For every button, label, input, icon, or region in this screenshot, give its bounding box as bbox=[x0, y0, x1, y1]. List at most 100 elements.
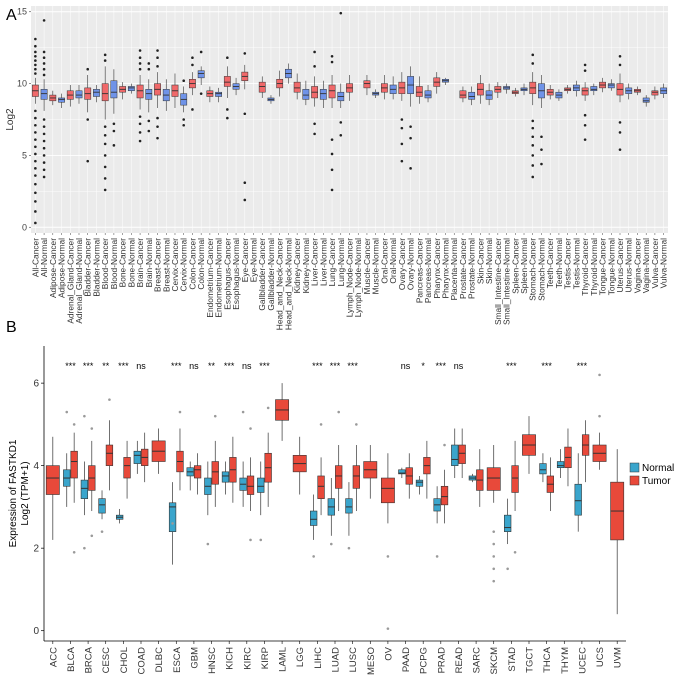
panel-a-box-small_intestine-cancer bbox=[494, 82, 502, 98]
panel-b-y-tick-labels: 0 2 4 6 bbox=[33, 379, 44, 637]
panel-a-x-tick: Vulva-Cancer bbox=[650, 238, 660, 289]
outlier-point bbox=[138, 49, 142, 52]
outlier-point bbox=[138, 122, 142, 126]
outlier-point bbox=[34, 200, 37, 203]
panel-b-group-laml bbox=[275, 383, 290, 441]
panel-a-x-tick: Teeth-Normal bbox=[554, 238, 564, 288]
panel-a-box-gallbladder-cancer bbox=[258, 76, 266, 98]
outlier-point bbox=[138, 56, 142, 60]
legend-normal-key bbox=[629, 462, 640, 473]
panel-a-x-tick: Skin-Normal bbox=[484, 238, 494, 284]
box-body bbox=[302, 89, 310, 100]
box-body bbox=[101, 83, 109, 102]
panel-a-x-tick-labels: All-CancerAll-NormalAdipose-CancerAdipos… bbox=[30, 233, 669, 330]
box-body bbox=[197, 70, 205, 79]
outlier-point bbox=[156, 56, 159, 60]
panel-b-group-lusc bbox=[345, 423, 360, 550]
outlier-point bbox=[199, 50, 203, 54]
box-body bbox=[105, 444, 114, 466]
outlier-point bbox=[243, 198, 247, 202]
panel-a-box-prostate-normal bbox=[468, 86, 476, 106]
box-body bbox=[317, 475, 325, 499]
outlier-point bbox=[83, 414, 86, 418]
panel-a-x-tick: Small_Intestine-Normal bbox=[502, 238, 512, 325]
outlier-point bbox=[34, 123, 37, 127]
panel-b-x-tick: BRCA bbox=[84, 646, 95, 673]
box-body bbox=[223, 76, 231, 87]
panel-a-x-tick: Stomach-Cancer bbox=[528, 238, 538, 301]
outlier-point bbox=[531, 126, 535, 130]
panel-a-x-tick: Testis-Normal bbox=[571, 238, 581, 289]
panel-a-x-tick: Ovary-Normal bbox=[406, 238, 416, 290]
outlier-point bbox=[618, 121, 622, 124]
outlier-point bbox=[492, 542, 496, 546]
outlier-point bbox=[400, 142, 404, 146]
box-body bbox=[257, 477, 265, 493]
panel-b-group-thca bbox=[539, 453, 554, 512]
outlier-point bbox=[42, 146, 46, 150]
panel-b-x-tick: KIRC bbox=[242, 647, 253, 670]
box-body bbox=[486, 467, 501, 491]
box-body bbox=[110, 80, 118, 99]
panel-a-x-tick: All-Cancer bbox=[30, 238, 40, 277]
outlier-point bbox=[540, 162, 543, 166]
panel-a-box-head_and_neck-normal bbox=[285, 63, 292, 84]
panel-a-x-tick: Kidney-Normal bbox=[301, 238, 311, 294]
box-body bbox=[58, 97, 65, 103]
box-body bbox=[574, 483, 582, 516]
panel-a-x-tick: Blood-Cancer bbox=[100, 238, 110, 289]
outlier-point bbox=[90, 427, 94, 430]
outlier-point bbox=[386, 555, 390, 558]
panel-b-y-axis-label-line1: Expression of FASTKD1 bbox=[8, 439, 19, 547]
box-body bbox=[380, 477, 395, 504]
panel-a-y-tick-labels: 0 5 10 15 bbox=[17, 7, 31, 232]
panel-a-y-tick: 0 bbox=[22, 222, 27, 232]
significance-label: *** bbox=[83, 361, 94, 371]
panel-b-group-skcm bbox=[486, 445, 501, 583]
outlier-point bbox=[598, 414, 601, 418]
outlier-point bbox=[243, 52, 247, 55]
outlier-point bbox=[618, 63, 622, 67]
panel-a-box-vulva-normal bbox=[660, 83, 668, 98]
panel-a-box-spleen-cancer bbox=[511, 87, 519, 97]
panel-a-box-thyroid-normal bbox=[590, 83, 598, 96]
outlier-point bbox=[513, 550, 517, 554]
panel-a-box-endometrium-cancer bbox=[206, 86, 214, 103]
box-body bbox=[581, 87, 589, 96]
outlier-point bbox=[330, 188, 334, 192]
outlier-point bbox=[182, 79, 186, 83]
panel-a-y-axis-label: Log2 bbox=[5, 108, 16, 131]
panel-a-box-adrenal_gland-cancer bbox=[66, 85, 74, 107]
outlier-point bbox=[191, 108, 194, 111]
outlier-point bbox=[540, 135, 543, 139]
outlier-point bbox=[42, 118, 46, 121]
panel-b-x-tick: SKCM bbox=[489, 647, 500, 675]
outlier-point bbox=[86, 118, 90, 121]
outlier-point bbox=[618, 131, 622, 134]
outlier-point bbox=[492, 530, 496, 533]
panel-a-x-tick: Head_and_Neck-Normal bbox=[283, 238, 293, 330]
outlier-point bbox=[249, 538, 252, 542]
significance-label: *** bbox=[506, 361, 517, 371]
significance-label: ns bbox=[454, 361, 464, 371]
outlier-point bbox=[34, 59, 37, 62]
outlier-point bbox=[259, 538, 263, 542]
box-body bbox=[127, 86, 135, 92]
outlier-point bbox=[241, 410, 245, 414]
box-body bbox=[80, 479, 89, 499]
panel-b-group-meso bbox=[363, 445, 378, 499]
outlier-point bbox=[86, 159, 90, 163]
panel-a-x-tick: Pharynx-Cancer bbox=[432, 238, 442, 299]
significance-label: *** bbox=[118, 361, 129, 371]
outlier-point bbox=[42, 139, 46, 143]
panel-b-group-kirp bbox=[257, 406, 272, 542]
outlier-point bbox=[243, 112, 247, 116]
outlier-point bbox=[443, 443, 446, 447]
panel-a-y-tick: 5 bbox=[22, 150, 27, 160]
panel-b-group-ucec bbox=[574, 420, 590, 532]
panel-a-box-eye-cancer bbox=[241, 52, 249, 202]
outlier-point bbox=[147, 119, 151, 123]
outlier-point bbox=[347, 546, 351, 550]
panel-a-x-tick: Uterus-Cancer bbox=[615, 238, 625, 293]
outlier-point bbox=[34, 221, 37, 225]
